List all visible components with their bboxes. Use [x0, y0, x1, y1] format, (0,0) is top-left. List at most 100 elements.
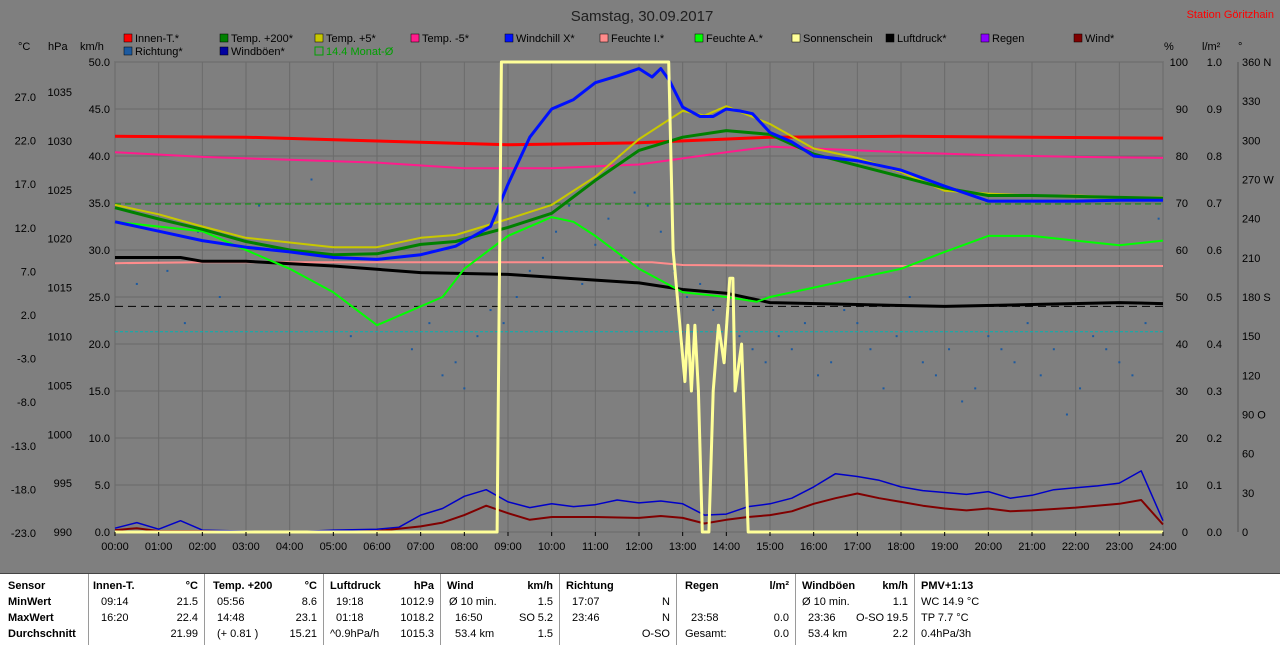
percent-tick: 10 — [1176, 480, 1188, 492]
hpa-tick: 995 — [54, 478, 72, 490]
x-tick-label: 22:00 — [1062, 541, 1090, 553]
x-tick-label: 04:00 — [276, 541, 304, 553]
direction-point — [528, 269, 531, 272]
direction-point — [1157, 217, 1160, 220]
direction-point — [502, 322, 505, 325]
richtung-min-value: N — [662, 596, 670, 608]
unit-hpa: hPa — [48, 41, 68, 53]
percent-tick: 70 — [1176, 198, 1188, 210]
legend-swatch — [1073, 33, 1083, 43]
chart-title: Samstag, 30.09.2017 — [571, 8, 714, 25]
direction-point — [1118, 361, 1121, 364]
wind-min-time: Ø 10 min. — [449, 596, 497, 608]
direction-point — [633, 191, 636, 194]
celsius-tick: 7.0 — [21, 266, 36, 278]
luftdruck-trend: ^0.9hPa/h — [330, 628, 380, 640]
direction-point — [659, 230, 662, 233]
legend-swatch — [885, 33, 895, 43]
unit-kmh: km/h — [80, 41, 104, 53]
kmh-tick: 45.0 — [89, 104, 110, 116]
hpa-tick: 1005 — [48, 380, 72, 392]
kmh-tick: 15.0 — [89, 386, 110, 398]
direction-point — [961, 400, 964, 403]
lm2-tick: 0.8 — [1207, 151, 1222, 163]
series-line-temp_m5 — [114, 145, 1164, 170]
direction-point — [1065, 413, 1068, 416]
degree-tick: 360 N — [1242, 57, 1271, 69]
legend-label: Windböen* — [231, 46, 286, 58]
direction-point — [310, 178, 313, 181]
percent-tick: 60 — [1176, 245, 1188, 257]
innen-min-value: 21.5 — [176, 596, 198, 608]
x-tick-label: 15:00 — [756, 541, 784, 553]
direction-point — [568, 204, 571, 207]
legend-label: Feuchte A.* — [706, 33, 764, 45]
windboeen-header: Windböen — [802, 580, 856, 592]
x-tick-label: 10:00 — [538, 541, 566, 553]
legend-swatch — [694, 33, 704, 43]
direction-point — [1144, 322, 1147, 325]
direction-point — [489, 309, 492, 312]
windboeen-distance: 53.4 km — [808, 628, 848, 640]
degree-tick: 240 — [1242, 214, 1260, 226]
direction-point — [620, 256, 623, 259]
luftdruck-max-time: 01:18 — [336, 612, 364, 624]
direction-point — [921, 361, 924, 364]
legend-swatch — [123, 46, 133, 56]
direction-point — [817, 374, 820, 377]
percent-tick: 100 — [1170, 57, 1188, 69]
regen-total-label: Gesamt: — [685, 628, 727, 640]
kmh-tick: 25.0 — [89, 292, 110, 304]
weather-chart: Samstag, 30.09.2017 Station Göritzhain I… — [10, 8, 1275, 553]
direction-point — [515, 296, 518, 298]
legend-label: Regen — [992, 33, 1024, 45]
luftdruck-avg-value: 1015.3 — [400, 628, 434, 640]
legend-swatch — [314, 33, 324, 43]
direction-point — [1013, 361, 1016, 364]
temp200-header: Temp. +200 — [213, 580, 273, 592]
pmv-windchill: WC 14.9 °C — [921, 596, 980, 608]
direction-point — [541, 256, 544, 259]
direction-point — [581, 282, 584, 285]
direction-point — [869, 348, 872, 351]
direction-point — [1026, 322, 1029, 325]
direction-point — [463, 387, 466, 390]
wind-max-time: 16:50 — [455, 612, 483, 624]
lm2-tick: 0.9 — [1207, 104, 1222, 116]
direction-point — [830, 361, 833, 364]
legend-swatch — [791, 33, 801, 43]
wind-max-direction: SO — [519, 612, 535, 624]
direction-point — [441, 374, 444, 377]
direction-point — [843, 309, 846, 312]
direction-point — [476, 335, 479, 338]
series-line-innen — [114, 134, 1164, 147]
celsius-tick: 22.0 — [15, 136, 36, 148]
direction-point — [607, 217, 610, 220]
direction-point — [803, 322, 806, 325]
celsius-tick: -18.0 — [11, 484, 36, 496]
lm2-tick: 0.2 — [1207, 433, 1222, 445]
legend-label: Sonnenschein — [803, 33, 873, 45]
direction-point — [1131, 374, 1134, 377]
wind-unit: km/h — [527, 580, 553, 592]
kmh-tick: 40.0 — [89, 151, 110, 163]
kmh-tick: 30.0 — [89, 245, 110, 257]
wind-max-value: 5.2 — [537, 612, 553, 624]
direction-point — [895, 335, 898, 338]
col-windboeen: Windböen km/h Ø 10 min. 23:36 53.4 km O-… — [796, 574, 915, 645]
percent-tick: 30 — [1176, 386, 1188, 398]
lm2-tick: 0.3 — [1207, 386, 1222, 398]
richtung-max-time: 23:46 — [572, 612, 600, 624]
axis-units: °C hPa km/h% l/m² ° — [18, 41, 1242, 53]
pmv-dewpoint: TP 7.7 °C — [921, 612, 969, 624]
legend-swatch — [123, 33, 133, 43]
axis-ticks: 27.0 22.0 17.0 12.0 7.0 2.0 -3.0 -8.0 -13.0 -18.0… — [11, 57, 1274, 540]
col-wind: Wind km/h Ø 10 min. 16:50 53.4 km SO 1.5… — [441, 574, 560, 645]
richtung-avg-value: O-SO — [641, 628, 670, 640]
x-tick-label: 13:00 — [669, 541, 697, 553]
direction-point — [856, 322, 859, 325]
windboeen-min-time: Ø 10 min. — [802, 596, 850, 608]
direction-point — [1000, 348, 1003, 351]
kmh-tick: 20.0 — [89, 339, 110, 351]
direction-point — [790, 348, 793, 351]
